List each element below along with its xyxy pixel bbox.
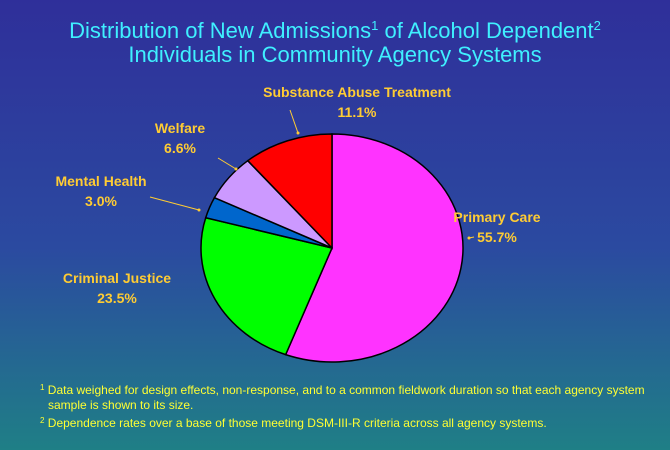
pie-slice-substance-abuse-treatment [246,133,333,250]
footnote-1-mark: 1 [40,383,45,392]
footnote-2-mark: 2 [40,416,45,425]
leader-arrowhead [234,167,238,171]
pie-slice-primary-care [284,133,464,363]
footnote-mark-2: 2 [593,18,601,33]
leader-line [217,157,237,170]
slice-name-label: Primary Care [453,209,540,225]
title-text-b: of Alcohol Dependent [378,18,594,43]
footnotes: 1 Data weighed for design effects, non-r… [40,380,650,431]
slice-value-label: 6.6% [164,140,196,156]
slice-name-label: Mental Health [55,173,146,189]
slice-value-label: 55.7% [477,229,517,245]
slice-value-label: 23.5% [97,290,137,306]
title-text-a: Distribution of New Admissions [69,18,372,43]
slice-value-label: 3.0% [85,193,117,209]
footnote-mark-1: 1 [371,18,379,33]
leader-arrowhead [197,208,201,212]
title-line-2: Individuals in Community Agency Systems [128,42,542,67]
slice-name-label: Substance Abuse Treatment [263,84,451,100]
chart-title: Distribution of New Admissions1 of Alcoh… [0,14,670,67]
footnote-1-text: Data weighed for design effects, non-res… [44,383,645,412]
title-line-1: Distribution of New Admissions1 of Alcoh… [0,14,670,43]
leader-line [149,196,200,211]
leader-line [289,109,299,134]
leader-arrowhead [296,131,300,135]
footnote-2-text: Dependence rates over a base of those me… [44,416,547,430]
slice-name-label: Criminal Justice [63,270,171,286]
slice-name-label: Welfare [155,120,206,136]
pie-slice-criminal-justice [200,216,334,356]
footnote-2: 2 Dependence rates over a base of those … [40,413,650,431]
slice-value-label: 11.1% [338,104,377,120]
leader-arrowhead [467,236,471,240]
footnote-1: 1 Data weighed for design effects, non-r… [40,380,650,413]
